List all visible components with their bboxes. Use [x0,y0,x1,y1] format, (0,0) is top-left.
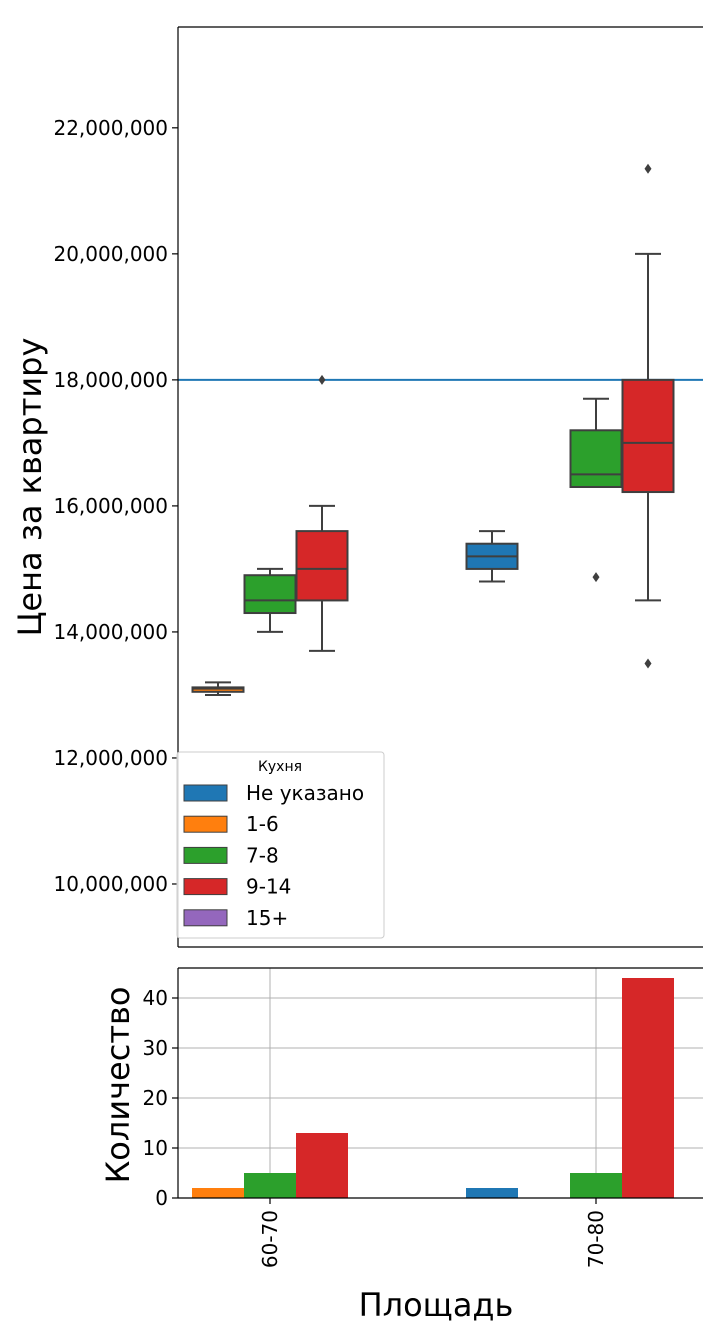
box-60-70-9-14-outlier-0 [318,374,326,385]
bar-60-70-1-6 [192,1188,244,1198]
count-y-ticks: 0 10 20 30 40 [143,986,178,1210]
legend-swatch-15 [183,909,228,927]
bar-70-80-9-14 [622,978,674,1198]
area-tick-label-70-80: 70-80 [584,1210,608,1268]
bar-axes [177,967,703,1199]
legend-frame [176,751,385,939]
box-60-70-7-8 [243,567,297,633]
box-60-70-9-14-iqr [295,530,349,602]
legend-swatch-7-8 [183,846,228,864]
count-tick-label: 20 [143,1086,168,1110]
box-70-80-7-8-outlier-0 [592,572,600,583]
count-tick-label: 10 [143,1136,168,1160]
box-plot-marks [178,163,703,696]
legend-title: Кухня [258,759,302,775]
box-70-80-7-8 [569,397,623,583]
legend-label-не-указано: Не указано [246,781,364,805]
bar-60-70-9-14 [296,1133,348,1198]
bar-chart-panel: 0 10 20 30 40 60-70 70-80 Количество Площадь [99,967,703,1324]
area-x-ticks: 60-70 70-80 [258,1198,608,1268]
price-tick-label: 16,000,000 [53,494,168,518]
bar-60-70-7-8 [244,1173,296,1198]
box-70-80-7-8-iqr [569,429,623,488]
bar-70-80-7-8 [570,1173,622,1198]
price-axis-label: Цена за квартиру [11,338,49,637]
count-axis-label: Количество [99,987,137,1184]
legend-entries: Не указано 1-6 7-8 9-14 15+ [183,781,364,930]
legend-label-1-6: 1-6 [246,812,279,836]
bar-grid [178,968,703,1199]
bar-marks [192,978,674,1198]
legend-label-7-8: 7-8 [246,843,279,867]
legend-label-9-14: 9-14 [246,875,291,899]
box-60-70-9-14 [295,374,349,652]
area-axis-label: Площадь [359,1286,514,1324]
legend-swatch-9-14 [183,878,228,896]
box-60-70-1-6 [191,681,245,696]
bar-70-80-не-указано [466,1188,518,1198]
legend: Кухня Не указано 1-6 7-8 9-14 15+ [176,751,385,939]
price-tick-label: 20,000,000 [53,242,168,266]
price-tick-label: 22,000,000 [53,116,168,140]
box-70-80-9-14-iqr [621,378,675,494]
price-y-ticks: 10,000,000 12,000,000 14,000,000 16,000,000… [53,116,178,896]
box-plot-panel: 10,000,000 12,000,000 14,000,000 16,000,000… [11,26,703,948]
count-tick-label: 40 [143,986,168,1010]
box-70-80-9-14-outlier-0 [644,163,652,174]
area-tick-label-60-70: 60-70 [258,1210,282,1268]
box-70-80-9-14-outlier-1 [644,658,652,669]
legend-swatch-1-6 [183,815,228,833]
price-tick-label: 18,000,000 [53,368,168,392]
box-70-80-не-указано [465,530,519,583]
box-60-70-7-8-iqr [243,574,297,615]
legend-swatch-не-указано [183,784,228,802]
price-tick-label: 14,000,000 [53,620,168,644]
box-70-80-9-14 [621,163,675,669]
count-tick-label: 0 [155,1186,168,1210]
legend-label-15: 15+ [246,906,288,930]
price-tick-label: 12,000,000 [53,746,168,770]
price-tick-label: 10,000,000 [53,872,168,896]
count-tick-label: 30 [143,1036,168,1060]
